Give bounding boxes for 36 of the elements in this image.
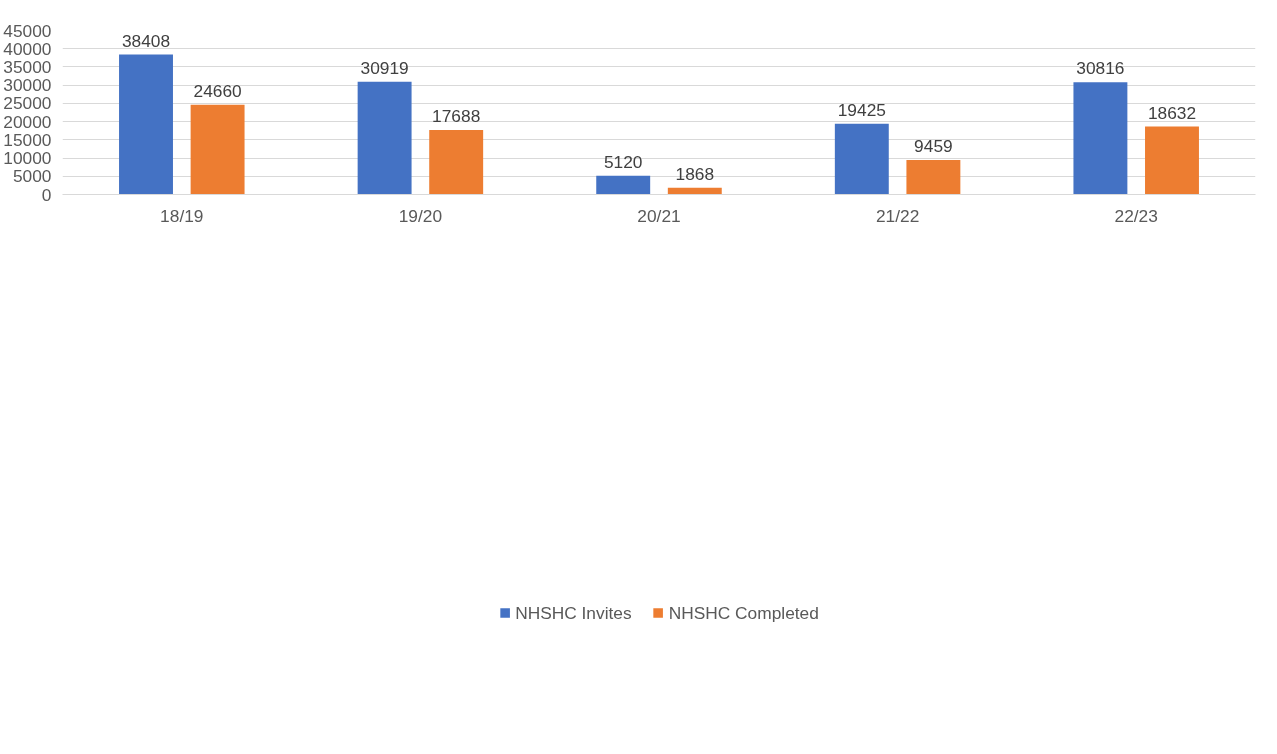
bar <box>596 175 651 195</box>
data-label: 5120 <box>603 151 643 172</box>
x-tick-label: 18/19 <box>160 205 204 226</box>
legend-label: NHSHC Invites <box>515 602 632 624</box>
data-label: 1868 <box>675 163 715 184</box>
bar <box>190 104 245 195</box>
data-label: 18632 <box>1147 102 1197 123</box>
bar <box>834 123 889 195</box>
bar <box>357 81 412 195</box>
y-tick-label: 5000 <box>12 166 52 187</box>
data-label: 30919 <box>360 57 409 78</box>
y-tick-label: 40000 <box>3 38 52 59</box>
data-label: 24660 <box>193 80 242 101</box>
y-tick-label: 35000 <box>3 56 52 77</box>
bar <box>429 130 484 195</box>
y-tick-label: 10000 <box>3 148 52 169</box>
bar <box>1073 82 1128 195</box>
y-tick-label: 0 <box>41 184 52 205</box>
y-tick-label: 20000 <box>3 111 52 132</box>
y-tick-label: 45000 <box>3 20 52 41</box>
data-label: 19425 <box>837 99 886 120</box>
bar <box>119 54 173 195</box>
data-label: 30816 <box>1076 58 1125 79</box>
legend-label: NHSHC Completed <box>668 602 819 624</box>
y-tick-label: 15000 <box>3 129 52 150</box>
data-label: 17688 <box>432 106 481 127</box>
data-label: 9459 <box>914 136 953 157</box>
y-tick-label: 30000 <box>3 75 52 96</box>
data-label: 38408 <box>121 30 171 51</box>
y-tick-label: 25000 <box>3 93 52 114</box>
x-tick-label: 20/21 <box>637 205 681 226</box>
bar <box>1145 126 1199 195</box>
bar <box>906 160 961 195</box>
x-tick-label: 21/22 <box>875 205 920 226</box>
x-tick-label: 19/20 <box>398 205 443 226</box>
x-tick-label: 22/23 <box>1114 205 1158 226</box>
